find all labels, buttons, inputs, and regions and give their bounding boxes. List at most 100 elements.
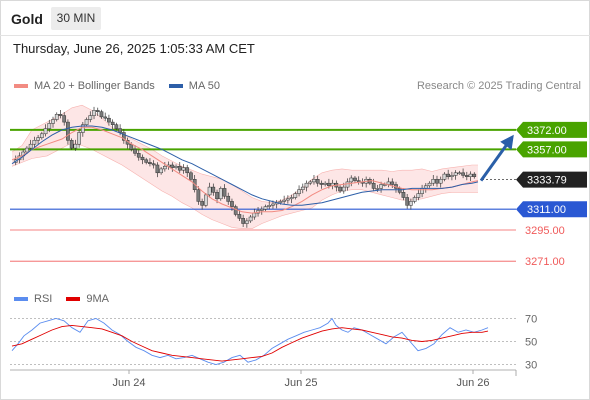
candle — [349, 175, 354, 187]
candle — [409, 198, 413, 210]
candle — [148, 158, 152, 167]
candle-body — [450, 175, 454, 177]
candle — [297, 185, 301, 197]
legend-ma20-label: MA 20 + Bollinger Bands — [34, 80, 155, 92]
candle-body — [69, 140, 74, 149]
candle-body — [58, 114, 63, 116]
legend-swatch-ma20 — [14, 84, 28, 88]
candle-body — [252, 212, 257, 218]
candle — [144, 157, 149, 165]
candle — [77, 128, 81, 148]
candle-body — [25, 147, 29, 153]
candle — [88, 111, 93, 123]
candle-body — [62, 115, 67, 123]
candle-body — [181, 167, 186, 171]
candle — [464, 171, 469, 181]
candle-body — [431, 179, 436, 184]
candle-body — [200, 201, 204, 206]
legend-ma50-label: MA 50 — [188, 80, 220, 92]
candle-body — [289, 197, 294, 200]
candle — [308, 179, 313, 186]
candle-body — [353, 177, 357, 181]
candle — [319, 180, 324, 189]
level-tag-3311.00 — [516, 201, 587, 218]
candle — [315, 175, 320, 187]
candle-body — [409, 201, 413, 206]
candle-body — [218, 188, 223, 200]
candle-body — [92, 110, 96, 116]
forecast-arrow-shaft — [479, 142, 510, 182]
candle-body — [162, 166, 167, 170]
candle — [181, 164, 186, 174]
candle-body — [148, 162, 152, 164]
candle-body — [237, 214, 242, 219]
candle — [353, 176, 357, 183]
candle-body — [84, 119, 89, 125]
candle-body — [278, 201, 283, 203]
candle-body — [47, 123, 52, 129]
level-tag-3357.00 — [516, 141, 587, 158]
candle-body — [110, 121, 115, 125]
candle-body — [80, 124, 85, 133]
candle — [54, 112, 59, 122]
candle-body — [129, 143, 134, 150]
candle — [170, 162, 175, 172]
candle-body — [338, 186, 342, 192]
candle-body — [215, 192, 219, 200]
level-label-3311.00: 3311.00 — [527, 204, 566, 216]
candle-body — [211, 186, 216, 193]
candle-body — [151, 163, 156, 166]
candle — [222, 184, 227, 199]
candle-body — [435, 179, 439, 184]
candle — [177, 162, 182, 173]
candle-body — [39, 133, 44, 138]
candle-body — [28, 143, 33, 149]
x-tick-label: Jun 25 — [284, 377, 317, 389]
candle — [204, 192, 208, 208]
candle-body — [241, 218, 245, 224]
legend-swatch-ma50 — [168, 84, 183, 88]
candle-body — [174, 166, 178, 168]
candle — [401, 188, 406, 201]
candle-body — [43, 128, 48, 135]
candle-body — [379, 184, 383, 189]
candle-body — [286, 198, 290, 201]
candle-body — [196, 189, 201, 202]
level-label-3372.00: 3372.00 — [527, 125, 567, 137]
candle — [32, 136, 37, 148]
candle — [416, 189, 421, 201]
candle-body — [345, 181, 350, 188]
last-price-tag — [516, 171, 587, 188]
candle-body — [107, 117, 111, 123]
candle-body — [185, 167, 190, 174]
candle-body — [121, 132, 126, 141]
candle — [92, 106, 96, 120]
candle-body — [323, 182, 328, 185]
candle-body — [293, 193, 298, 198]
candle-body — [468, 173, 473, 177]
candle — [442, 172, 447, 182]
candle — [468, 171, 473, 181]
candle-body — [472, 173, 477, 177]
research-credit: Research © 2025 Trading Central — [416, 80, 581, 92]
candle-body — [375, 188, 380, 190]
candle — [427, 181, 432, 188]
candle — [390, 178, 395, 189]
timeframe-button[interactable]: 30 MIN — [51, 7, 101, 30]
candle-body — [226, 195, 231, 202]
legend-swatch-9ma — [66, 297, 81, 301]
candle-body — [155, 164, 160, 174]
candle-body — [263, 206, 268, 210]
candle — [43, 124, 48, 137]
candle-body — [54, 114, 59, 120]
candle — [36, 134, 40, 145]
legend-9ma-label: 9MA — [86, 293, 109, 305]
candle — [207, 182, 212, 198]
candle-body — [66, 121, 70, 141]
rsi-ma-line — [11, 324, 489, 362]
candle-body — [267, 205, 272, 207]
candle-body — [397, 188, 402, 193]
header-divider — [0, 35, 590, 36]
candle — [379, 181, 383, 193]
